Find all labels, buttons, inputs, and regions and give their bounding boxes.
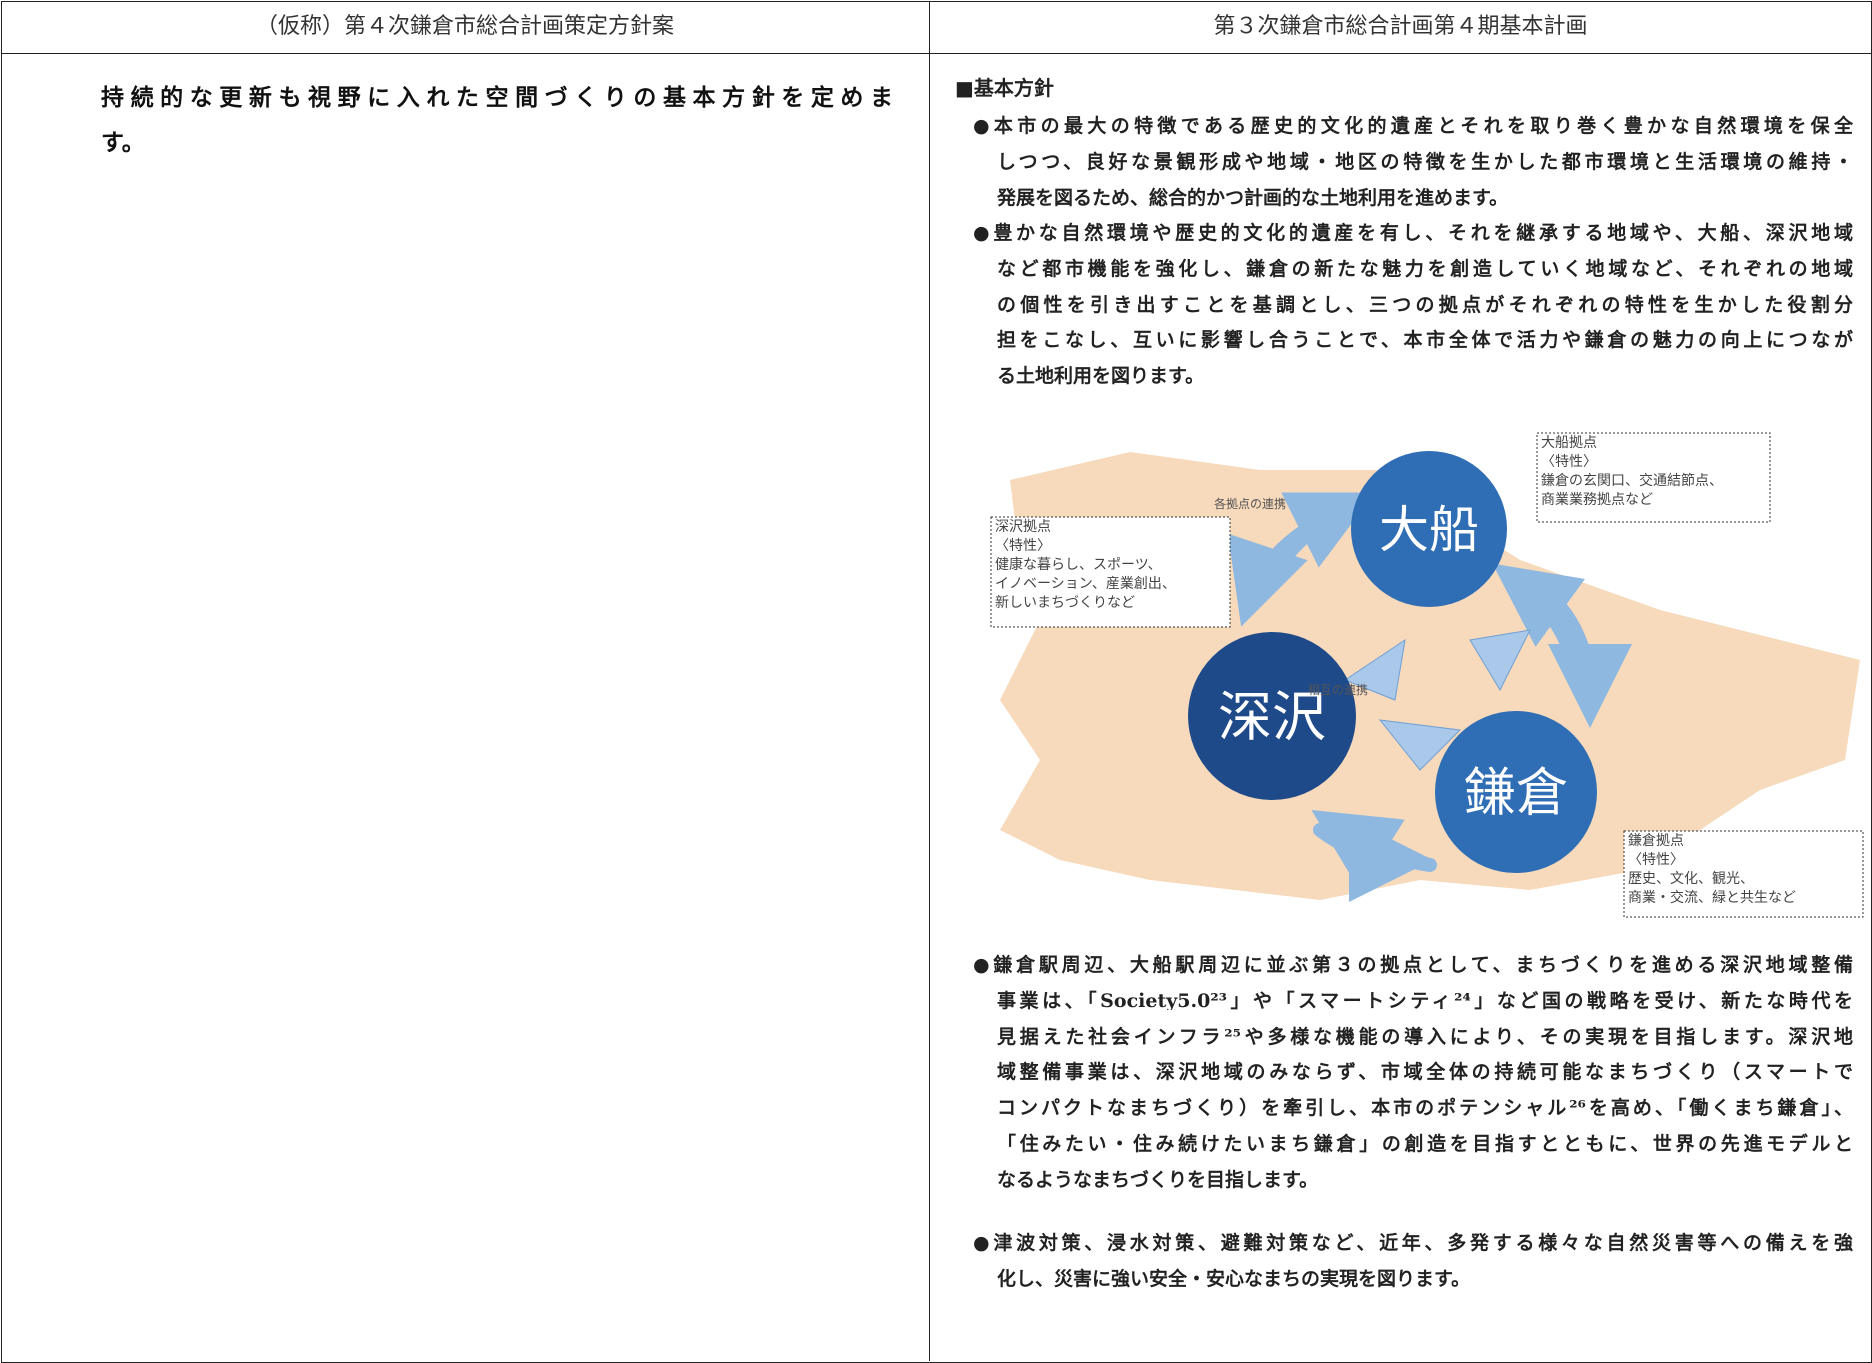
note-line: 鎌倉の玄関口、交通結節点、 bbox=[1541, 472, 1723, 489]
bullet-line: 「住みたい・住み続けたいまち鎌倉」の創造を目指すとともに、世界の先進モデルと bbox=[997, 1133, 1853, 1154]
bullet-line: 化し、災害に強い安全・安心なまちの実現を図ります。 bbox=[997, 1267, 1471, 1290]
node-circle bbox=[1435, 711, 1597, 873]
bullet-line: ●本市の最大の特徴である歴史的文化的遺産とそれを取り巻く豊かな自然環境を保全 bbox=[973, 115, 1853, 136]
link-label: 各拠点の連携 bbox=[1214, 496, 1286, 511]
header-right: 第３次鎌倉市総合計画第４期基本計画 bbox=[1213, 14, 1588, 39]
node-circle bbox=[1188, 632, 1356, 800]
arrow bbox=[1492, 563, 1587, 697]
arrow bbox=[1311, 809, 1437, 891]
note-line: 深沢拠点 bbox=[995, 519, 1051, 535]
note-line: 商業・交流、緑と共生など bbox=[1628, 889, 1796, 906]
note-line: 〈特性〉 bbox=[1541, 454, 1597, 470]
note-line: 歴史、文化、観光、 bbox=[1628, 870, 1754, 887]
note-line: 〈特性〉 bbox=[995, 538, 1051, 554]
note-line: 大船拠点 bbox=[1541, 435, 1597, 451]
bullet-line: など都市機能を強化し、鎌倉の新たな魅力を創造していく地域など、それぞれの地域 bbox=[997, 257, 1853, 279]
note-box bbox=[990, 516, 1231, 628]
note-box bbox=[1623, 830, 1864, 918]
bullet-line: の個性を引き出すことを基調とし、三つの拠点がそれぞれの特性を生かした役割分 bbox=[997, 293, 1853, 315]
text-line: す。 bbox=[101, 130, 145, 156]
note-box bbox=[1536, 432, 1771, 523]
bullet-line: 域整備事業は、深沢地域のみならず、市域全体の持続可能なまちづくり（スマートで bbox=[997, 1061, 1853, 1083]
note-line: 商業業務拠点など bbox=[1541, 492, 1653, 508]
section-heading: ■基本方針 bbox=[955, 76, 1054, 100]
arrows bbox=[1227, 492, 1632, 902]
bullet-line: 見据えた社会インフラ²⁵や多様な機能の導入により、その実現を目指します。深沢地 bbox=[997, 1025, 1853, 1047]
triangle bbox=[1343, 638, 1406, 701]
text-line: 持続的な更新も視野に入れた空間づくりの基本方針を定めま bbox=[101, 85, 893, 108]
note-line: 健康な暮らし、スポーツ、 bbox=[995, 556, 1162, 573]
bullet-line: しつつ、良好な景観形成や地域・地区の特徴を生かした都市環境と生活環境の維持・ bbox=[997, 150, 1853, 172]
arrow bbox=[1253, 492, 1376, 597]
bullet-line: 事業は、「Society5.0²³」や「スマートシティ²⁴」など国の戦略を受け、… bbox=[997, 989, 1853, 1011]
bullet-line: 発展を図るため、総合的かつ計画的な土地利用を進めます。 bbox=[997, 186, 1509, 209]
triangles bbox=[1343, 629, 1531, 771]
note-line: 鎌倉拠点 bbox=[1628, 833, 1684, 849]
bullet-line: 担をこなし、互いに影響し合うことで、本市全体で活力や鎌倉の魅力の向上につなが bbox=[997, 329, 1853, 351]
bullet-line: なるようなまちづくりを目指します。 bbox=[997, 1168, 1319, 1191]
column-rule bbox=[929, 1, 930, 1361]
node-circle bbox=[1351, 451, 1507, 607]
header-left: （仮称）第４次鎌倉市総合計画策定方針案 bbox=[255, 14, 674, 39]
note-line: 新しいまちづくりなど bbox=[995, 595, 1135, 611]
node-label: 大船 bbox=[1379, 501, 1479, 559]
node-label: 鎌倉 bbox=[1464, 764, 1568, 824]
node-label: 深沢 bbox=[1218, 685, 1326, 748]
bullet-line: ●鎌倉駅周辺、大船駅周辺に並ぶ第３の拠点として、まちづくりを進める深沢地域整備 bbox=[973, 954, 1853, 975]
bullet-line: る土地利用を図ります。 bbox=[997, 365, 1205, 388]
link-label: 相互の連携 bbox=[1308, 682, 1368, 697]
bullet-line: ●豊かな自然環境や歴史的文化的遺産を有し、それを継承する地域や、大船、深沢地域 bbox=[973, 222, 1853, 243]
note-line: イノベーション、産業創出、 bbox=[995, 576, 1176, 592]
note-line: 〈特性〉 bbox=[1628, 852, 1684, 868]
triangle bbox=[1469, 629, 1531, 692]
bullet-line: コンパクトなまちづくり）を牽引し、本市のポテンシャル²⁶を高め、「働くまち鎌倉」… bbox=[997, 1097, 1853, 1118]
header-rule bbox=[1, 53, 1871, 54]
triangle bbox=[1378, 719, 1462, 771]
bullet-line: ●津波対策、浸水対策、避難対策など、近年、多発する様々な自然災害等への備えを強 bbox=[973, 1232, 1853, 1253]
